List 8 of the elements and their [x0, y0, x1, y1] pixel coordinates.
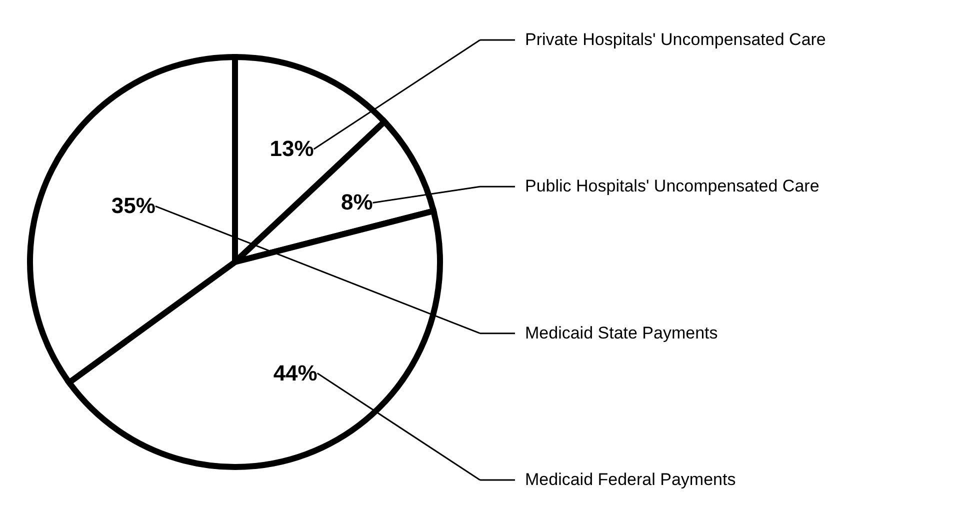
legend-label: Medicaid State Payments: [525, 323, 718, 342]
data-label: 13%: [270, 136, 314, 162]
legend-label: Private Hospitals' Uncompensated Care: [525, 30, 826, 49]
legend-label: Medicaid Federal Payments: [525, 470, 736, 489]
data-label: 8%: [340, 190, 373, 215]
data-label: 35%: [111, 193, 156, 218]
data-label: 44%: [273, 360, 318, 386]
legend-label: Public Hospitals' Uncompensated Care: [525, 176, 820, 196]
